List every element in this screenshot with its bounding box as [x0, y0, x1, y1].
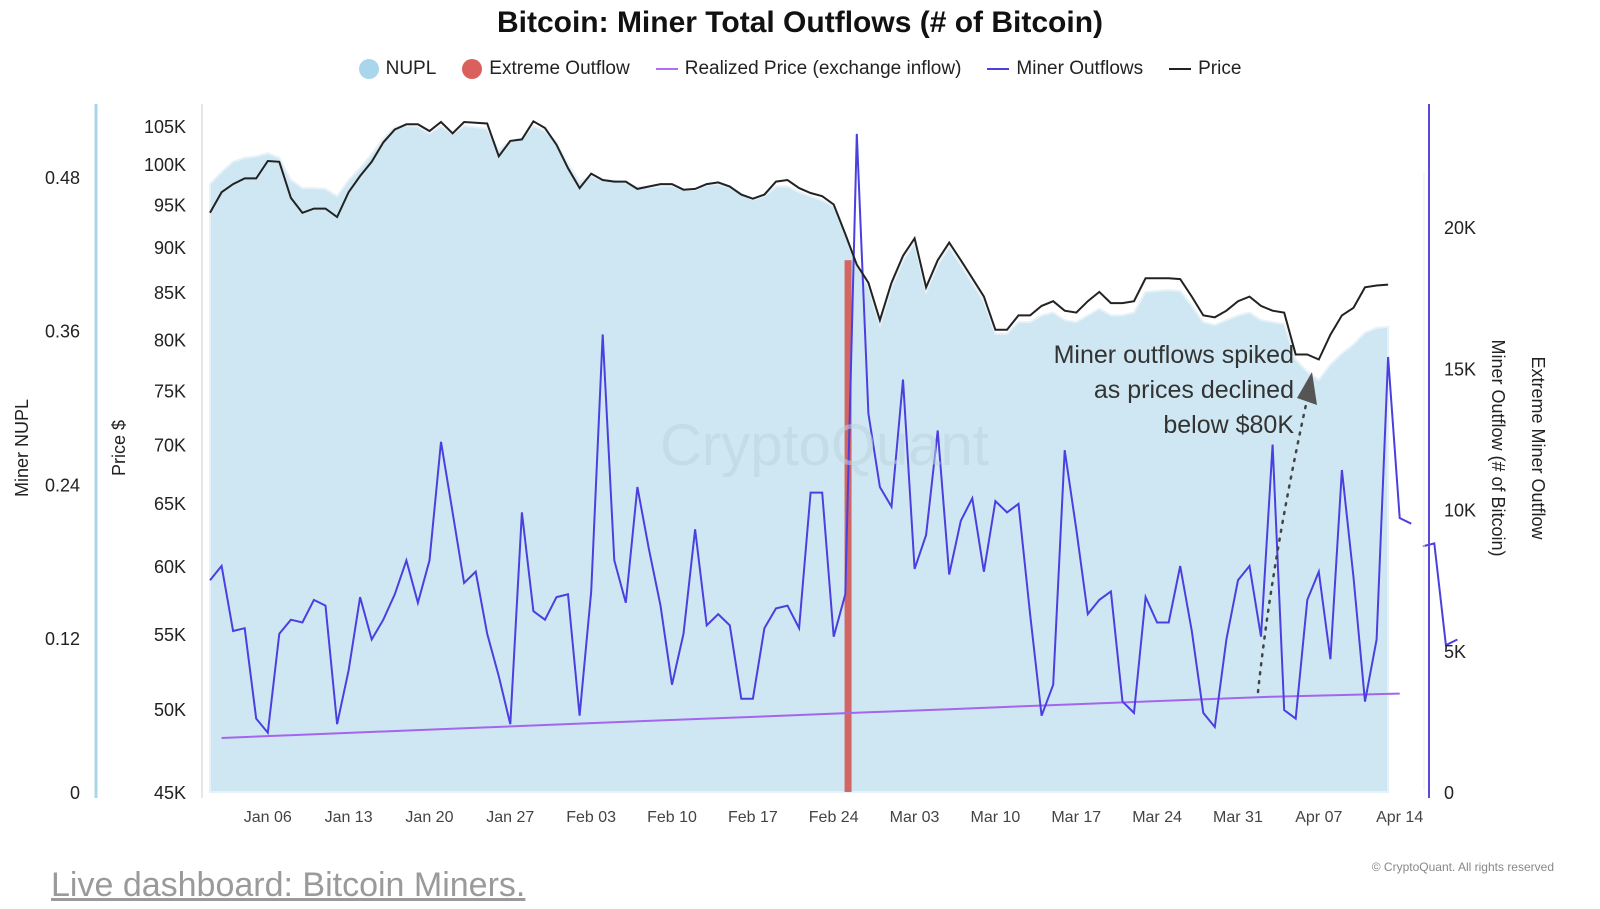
legend-item-nupl[interactable]: NUPL	[358, 58, 437, 80]
legend: NUPL Extreme Outflow Realized Price (exc…	[0, 58, 1600, 80]
price-layer	[209, 119, 1389, 361]
outflow-axis-title: Miner Outflow (# of Bitcoin)	[1488, 339, 1508, 556]
x-tick-label: Feb 24	[809, 809, 859, 826]
price-tick-label: 95K	[154, 195, 186, 215]
dashboard-link[interactable]: Live dashboard: Bitcoin Miners.	[51, 866, 526, 904]
x-tick-label: Jan 06	[244, 809, 292, 826]
x-tick-label: Apr 14	[1376, 809, 1423, 826]
x-tick-label: Mar 10	[971, 809, 1021, 826]
copyright: © CryptoQuant. All rights reserved	[1371, 860, 1554, 874]
x-tick-label: Jan 20	[405, 809, 453, 826]
outflow-tick-label: 15K	[1444, 359, 1476, 379]
price-tick-label: 55K	[154, 625, 186, 645]
price-tick-label: 65K	[154, 494, 186, 514]
x-tick-label: Feb 03	[566, 809, 616, 826]
legend-label: Extreme Outflow	[489, 58, 630, 79]
price-line	[209, 119, 1389, 361]
extreme-outflow-swatch-icon	[462, 59, 483, 79]
price-tick-label: 90K	[154, 238, 186, 258]
price-tick-label: 60K	[154, 557, 186, 577]
outflow-tick-label: 5K	[1444, 642, 1466, 662]
price-tick-label: 50K	[154, 700, 186, 720]
nupl-tick-label: 0.12	[45, 629, 80, 649]
x-tick-label: Apr 07	[1295, 809, 1342, 826]
nupl-tick-label: 0.48	[45, 168, 80, 188]
price-tick-label: 45K	[154, 783, 186, 803]
miner-outflows-swatch-icon	[987, 68, 1010, 70]
axes-layer: 0 0.12 0.24 0.36 0.48 45K 50K 55K 60K 65K 70K 75K 80…	[12, 104, 1548, 826]
price-tick-label: 70K	[154, 436, 186, 456]
outflow-tick-label: 10K	[1444, 501, 1476, 521]
legend-item-extreme-outflow[interactable]: Extreme Outflow	[462, 58, 630, 80]
annotation-arrow-line	[1256, 398, 1309, 694]
x-tick-label: Feb 17	[728, 809, 778, 826]
annotation-arrow-head-icon	[1297, 372, 1317, 405]
extreme-outflow-layer	[844, 260, 852, 793]
nupl-swatch-icon	[358, 59, 379, 79]
realized-price-line	[221, 692, 1400, 739]
x-tick-label: Mar 31	[1213, 809, 1263, 826]
price-tick-label: 75K	[154, 381, 186, 401]
annotation-text: Miner outflows spiked as prices declined…	[1054, 338, 1294, 443]
miner-outflows-line-tail	[1422, 542, 1458, 647]
legend-label: NUPL	[385, 58, 437, 79]
nupl-tick-label: 0.36	[45, 322, 80, 342]
extreme-axis-title: Extreme Miner Outflow	[1528, 356, 1548, 540]
extreme-outflow-bar	[844, 260, 852, 793]
chart-title: Bitcoin: Miner Total Outflows (# of Bitc…	[496, 6, 1104, 39]
annotation-arrow-layer	[1256, 372, 1317, 694]
x-tick-label: Mar 17	[1051, 809, 1101, 826]
price-tick-label: 105K	[144, 117, 186, 137]
legend-label: Price	[1198, 58, 1242, 79]
x-tick-label: Jan 13	[325, 809, 373, 826]
miner-outflows-line	[209, 133, 1412, 736]
outflow-tick-label: 20K	[1444, 218, 1476, 238]
price-tick-label: 100K	[144, 155, 186, 175]
annotation-line: below $80K	[1163, 411, 1294, 439]
realized-price-swatch-icon	[655, 68, 678, 70]
price-tick-label: 85K	[154, 283, 186, 303]
x-tick-label: Feb 10	[647, 809, 697, 826]
legend-item-realized-price[interactable]: Realized Price (exchange inflow)	[655, 58, 962, 80]
nupl-axis-title: Miner NUPL	[12, 399, 32, 497]
x-tick-label: Mar 24	[1132, 809, 1182, 826]
legend-item-miner-outflows[interactable]: Miner Outflows	[987, 58, 1143, 80]
legend-label: Realized Price (exchange inflow)	[684, 58, 962, 79]
outflow-tick-label: 0	[1444, 783, 1454, 803]
legend-label: Miner Outflows	[1016, 58, 1144, 79]
realized-price-layer	[221, 692, 1400, 739]
nupl-tick-label: 0.24	[45, 475, 80, 495]
x-tick-label: Mar 03	[890, 809, 940, 826]
annotation-line: as prices declined	[1093, 376, 1294, 404]
legend-item-price[interactable]: Price	[1169, 58, 1241, 80]
watermark: CryptoQuant	[660, 413, 989, 478]
x-tick-label: Jan 27	[486, 809, 534, 826]
price-axis-title: Price $	[109, 420, 129, 476]
price-tick-label: 80K	[154, 331, 186, 351]
annotation-line: Miner outflows spiked	[1053, 341, 1294, 369]
price-swatch-icon	[1169, 68, 1192, 70]
nupl-tick-label: 0	[70, 783, 80, 803]
